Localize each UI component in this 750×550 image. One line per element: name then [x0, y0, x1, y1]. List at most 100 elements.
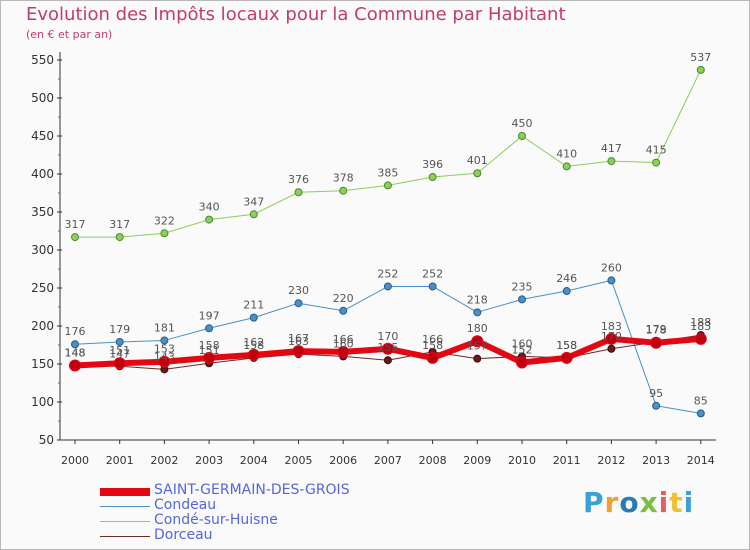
x-tick-label: 2001: [106, 454, 134, 467]
legend-label: Dorceau: [154, 527, 213, 543]
logo-letter: o: [619, 486, 640, 519]
data-point-saint-germain-des-grois: [292, 345, 305, 358]
y-tick-label: 350: [31, 205, 54, 219]
data-point-condeau: [115, 337, 124, 346]
x-tick-label: 2003: [195, 454, 223, 467]
data-point-conde-sur-huisne: [71, 233, 79, 242]
data-label-conde-sur-huisne: 410: [556, 147, 577, 160]
x-tick-label: 2010: [508, 454, 536, 467]
data-label-conde-sur-huisne: 340: [199, 201, 220, 214]
data-label-condeau: 95: [649, 387, 663, 400]
data-point-saint-germain-des-grois: [113, 357, 126, 370]
data-label-condeau: 260: [601, 261, 622, 274]
data-label-conde-sur-huisne: 450: [512, 117, 533, 130]
data-point-dorceau: [473, 354, 482, 363]
data-label-dorceau: 166: [422, 333, 443, 346]
y-tick-label: 450: [31, 129, 54, 143]
legend-swatch: [100, 506, 150, 507]
data-point-condeau: [696, 409, 705, 418]
data-label-dorceau: 157: [467, 340, 488, 353]
y-tick-label: 150: [31, 357, 54, 371]
data-point-condeau: [652, 401, 661, 410]
data-label-dorceau: 143: [154, 350, 175, 363]
logo-letter: t: [669, 486, 684, 519]
data-label-condeau: 246: [556, 272, 577, 285]
data-label-dorceau: 160: [512, 337, 533, 350]
data-label-condeau: 220: [333, 292, 354, 305]
data-label-condeau: 176: [65, 325, 86, 338]
data-point-condeau: [607, 276, 616, 285]
data-point-condeau: [562, 287, 571, 296]
legend-swatch: [100, 488, 150, 496]
data-label-dorceau: 148: [65, 347, 86, 360]
data-label-saint-germain-des-grois: 151: [109, 344, 130, 357]
data-label-saint-germain-des-grois: 148: [65, 347, 86, 360]
data-label-saint-germain-des-grois: 167: [288, 332, 309, 345]
legend-label: SAINT-GERMAIN-DES-GROIS: [154, 482, 350, 498]
data-point-conde-sur-huisne: [562, 162, 571, 171]
data-point-condeau: [71, 340, 79, 349]
data-point-saint-germain-des-grois: [516, 356, 528, 369]
data-point-saint-germain-des-grois: [694, 332, 707, 345]
data-point-condeau: [249, 313, 258, 322]
data-label-saint-germain-des-grois: 158: [556, 339, 577, 352]
data-point-condeau: [518, 295, 526, 304]
data-label-condeau: 85: [694, 394, 708, 407]
data-label-saint-germain-des-grois: 170: [377, 330, 398, 343]
x-tick-label: 2014: [687, 454, 715, 467]
data-point-dorceau: [607, 344, 616, 353]
y-tick-label: 200: [31, 319, 54, 333]
data-point-conde-sur-huisne: [115, 233, 124, 242]
x-tick-label: 2008: [419, 454, 447, 467]
x-tick-label: 2012: [597, 454, 625, 467]
data-point-saint-germain-des-grois: [650, 336, 663, 349]
data-label-conde-sur-huisne: 385: [377, 166, 398, 179]
data-point-dorceau: [383, 356, 392, 365]
x-tick-label: 2013: [642, 454, 670, 467]
data-label-dorceau: 160: [333, 337, 354, 350]
data-label-saint-germain-des-grois: 183: [601, 320, 622, 333]
x-tick-label: 2007: [374, 454, 402, 467]
y-tick-label: 50: [39, 433, 54, 447]
data-label-saint-germain-des-grois: 183: [690, 320, 711, 333]
data-label-saint-germain-des-grois: 180: [467, 322, 488, 335]
data-label-saint-germain-des-grois: 178: [646, 324, 667, 337]
x-tick-label: 2009: [463, 454, 491, 467]
data-point-saint-germain-des-grois: [69, 359, 81, 372]
data-label-saint-germain-des-grois: 158: [422, 339, 443, 352]
data-label-dorceau: 147: [109, 347, 130, 360]
x-tick-label: 2011: [553, 454, 581, 467]
legend-swatch: [100, 521, 150, 522]
data-label-saint-germain-des-grois: 158: [199, 339, 220, 352]
data-point-conde-sur-huisne: [473, 169, 482, 178]
data-label-dorceau: 158: [243, 339, 264, 352]
data-label-condeau: 181: [154, 321, 175, 334]
data-point-condeau: [294, 299, 303, 308]
data-label-conde-sur-huisne: 417: [601, 142, 622, 155]
data-point-saint-germain-des-grois: [337, 345, 350, 358]
y-tick-label: 500: [31, 91, 54, 105]
data-point-conde-sur-huisne: [607, 157, 616, 166]
data-point-condeau: [205, 324, 214, 333]
data-label-conde-sur-huisne: 376: [288, 173, 309, 186]
logo-letter: x: [639, 486, 659, 519]
x-tick-label: 2004: [240, 454, 268, 467]
legend-label: Condé-sur-Huisne: [154, 512, 278, 528]
data-point-conde-sur-huisne: [428, 173, 437, 182]
data-label-dorceau: 151: [199, 344, 220, 357]
data-point-saint-germain-des-grois: [471, 335, 484, 348]
data-label-conde-sur-huisne: 347: [243, 195, 264, 208]
data-label-dorceau: 179: [646, 323, 667, 336]
x-tick-label: 2005: [285, 454, 313, 467]
data-label-condeau: 230: [288, 284, 309, 297]
logo-letter: r: [604, 486, 620, 519]
data-label-condeau: 218: [467, 293, 488, 306]
data-point-conde-sur-huisne: [518, 132, 526, 140]
data-label-conde-sur-huisne: 537: [690, 51, 711, 64]
data-label-condeau: 197: [199, 309, 220, 322]
data-label-conde-sur-huisne: 396: [422, 158, 443, 171]
data-label-conde-sur-huisne: 401: [467, 154, 488, 167]
data-label-saint-germain-des-grois: 153: [154, 343, 175, 356]
data-label-saint-germain-des-grois: 162: [243, 336, 264, 349]
